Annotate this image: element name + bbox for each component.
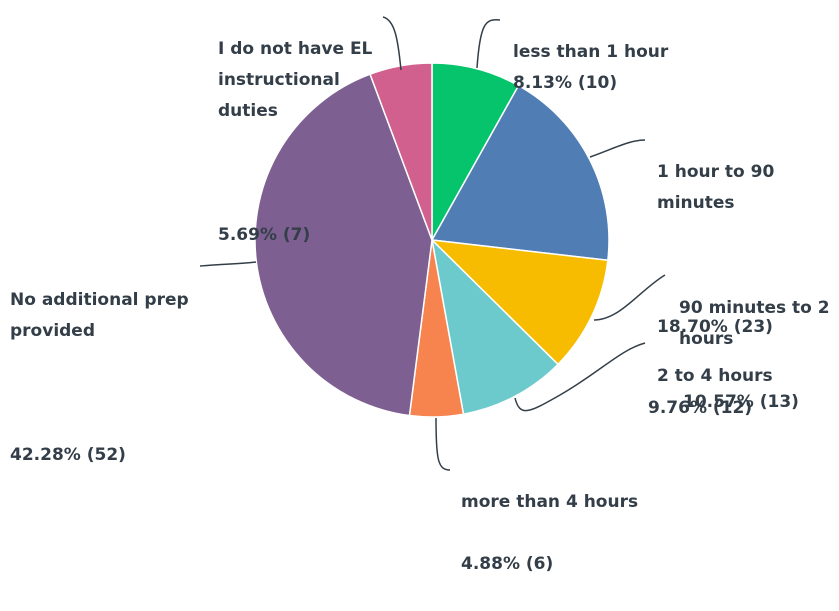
leader-1-hour-to-90 bbox=[589, 139, 646, 158]
leader-2-to-4-hours bbox=[514, 342, 646, 412]
pie-slice-0 bbox=[431, 62, 520, 243]
leader-no-prep bbox=[199, 261, 257, 267]
slice-name: 2 to 4 hours bbox=[657, 366, 773, 386]
pie-slices bbox=[254, 62, 610, 418]
value-90-min-to-2h: 10.57% (13) bbox=[683, 356, 799, 449]
pie-slice-5 bbox=[254, 73, 433, 417]
label-more-than-4-hours: more than 4 hours 4.88% (6) bbox=[461, 456, 638, 611]
slice-name: more than 4 hours bbox=[461, 492, 639, 512]
slice-value: 42.28% (52) bbox=[10, 445, 126, 465]
label-90-min-to-2h: 90 minutes to 2 hours bbox=[679, 262, 830, 386]
slice-name: I do not have EL instructional duties bbox=[218, 39, 373, 121]
leader-less-than-1-hour bbox=[476, 18, 501, 69]
slice-name: 90 minutes to 2 hours bbox=[679, 298, 830, 349]
pie-slice-1 bbox=[430, 84, 610, 262]
slice-value: 18.70% (23) bbox=[657, 317, 773, 337]
pie-chart bbox=[199, 16, 666, 471]
leader-lines bbox=[199, 16, 666, 471]
label-no-additional-prep: No additional prep provided 42.28% (52) bbox=[10, 254, 189, 502]
slice-name: No additional prep provided bbox=[10, 290, 189, 341]
label-less-than-1-hour: less than 1 hour 8.13% (10) bbox=[513, 6, 668, 130]
slice-value: 5.69% (7) bbox=[218, 225, 311, 245]
value-2-to-4-hours: 9.76% (12) bbox=[648, 362, 752, 455]
pie-slice-2 bbox=[429, 239, 609, 366]
slice-name: less than 1 hour bbox=[513, 42, 669, 62]
label-no-el-duties: I do not have EL instructional duties 5.… bbox=[218, 3, 372, 282]
slice-value: 8.13% (10) bbox=[513, 73, 618, 93]
slice-value: 4.88% (6) bbox=[461, 554, 554, 574]
label-1-hour-to-90: 1 hour to 90 minutes 18.70% (23) bbox=[657, 126, 774, 374]
label-2-to-4-hours: 2 to 4 hours bbox=[657, 330, 773, 423]
slice-value: 10.57% (13) bbox=[683, 392, 799, 412]
leader-more-than-4-hours bbox=[435, 417, 451, 471]
leader-90-min-to-2h bbox=[593, 274, 666, 321]
slice-value: 9.76% (12) bbox=[648, 398, 753, 418]
slice-name: 1 hour to 90 minutes bbox=[657, 162, 775, 213]
leader-no-el bbox=[382, 16, 402, 71]
pie-slice-3 bbox=[430, 237, 560, 416]
